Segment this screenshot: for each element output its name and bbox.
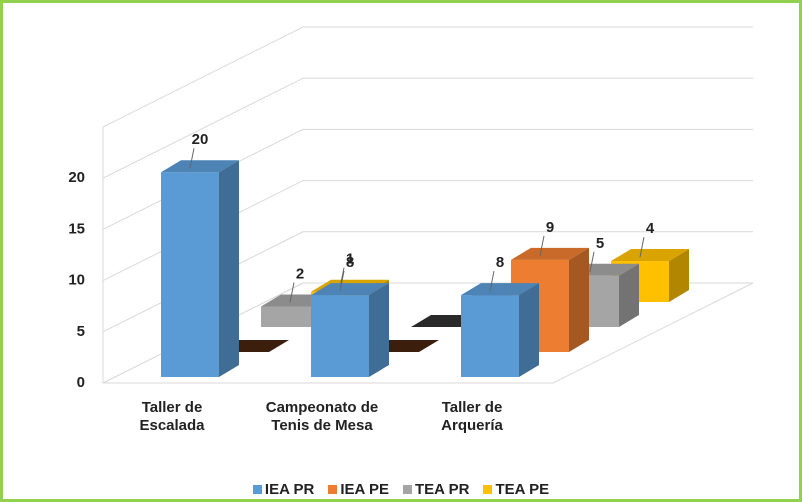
bar [461,283,539,377]
y-tick-label: 5 [77,323,85,340]
legend-item: TEA PE [483,481,549,498]
data-label: 9 [546,219,554,236]
bar-side [669,249,689,302]
y-tick-label: 15 [68,220,85,237]
legend-swatch [252,485,262,494]
legend-item: IEA PR [252,481,315,498]
data-label: 8 [346,254,354,271]
y-tick-label: 0 [77,374,85,391]
bar-top [311,283,389,296]
x-tick-label: Taller de Escalada [139,399,205,434]
leader-line [489,270,495,292]
legend: IEA PR IEA PE TEA PR TEA PE [3,481,799,498]
bar [311,283,389,377]
bar-side [519,283,539,377]
bar-side [569,247,589,352]
leader-line [189,148,195,169]
bar-top [511,247,589,260]
x-tick-label: Campeonato de Tenis de Mesa [265,399,379,434]
y-tick-label: 10 [68,272,85,289]
legend-label: TEA PR [415,481,470,498]
legend-swatch [403,485,412,494]
bar-top [611,249,689,262]
leader-line [539,235,545,256]
bar-front [311,295,369,377]
legend-swatch [328,485,338,494]
grid-line [102,77,753,179]
y-tick-label: 20 [68,169,85,186]
leader-line [339,270,345,292]
legend-swatch [483,485,493,494]
bar-front [261,306,319,327]
leader-line [589,251,595,272]
data-label: 8 [496,254,504,271]
grid-line [102,26,753,128]
bar-top [461,283,539,296]
chart: 0 5 10 15 20 1 4 2 5 9 20 8 8 [68,26,754,391]
bar-side [369,283,389,377]
x-tick-label: Taller de Arquería [441,399,503,434]
data-label: 4 [646,220,655,237]
bar-side [219,160,239,377]
bar-side [619,263,639,327]
legend-item: TEA PR [403,481,469,498]
leader-line [289,282,295,303]
bar [161,160,239,377]
legend-label: IEA PE [340,481,389,498]
bar-top [161,160,239,173]
data-label: 5 [596,235,604,252]
bar-front [461,295,519,377]
legend-label: IEA PR [264,481,315,498]
data-label: 2 [296,265,304,282]
data-label: 20 [192,131,209,148]
bar-front [161,172,219,377]
leader-line [639,236,645,258]
data-label: 1 [346,251,354,268]
legend-label: TEA PE [495,481,550,498]
legend-item: IEA PE [328,481,389,498]
